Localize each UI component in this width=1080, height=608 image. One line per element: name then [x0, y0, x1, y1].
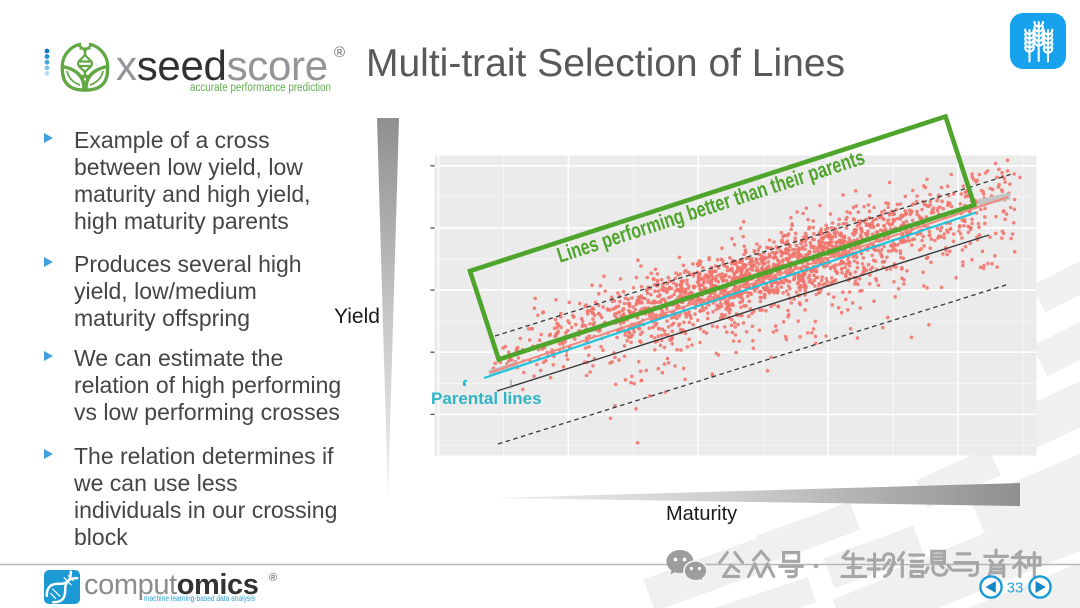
svg-text:machine learning-based data an: machine learning-based data analysis [144, 594, 255, 603]
svg-text:xseedscore: xseedscore [116, 42, 328, 89]
svg-text:computomics: computomics [84, 569, 259, 601]
svg-text:®: ® [334, 44, 345, 61]
svg-text:®: ® [269, 572, 277, 584]
svg-text:33: 33 [1007, 580, 1024, 597]
svg-text:accurate performance predictio: accurate performance prediction [190, 82, 331, 94]
